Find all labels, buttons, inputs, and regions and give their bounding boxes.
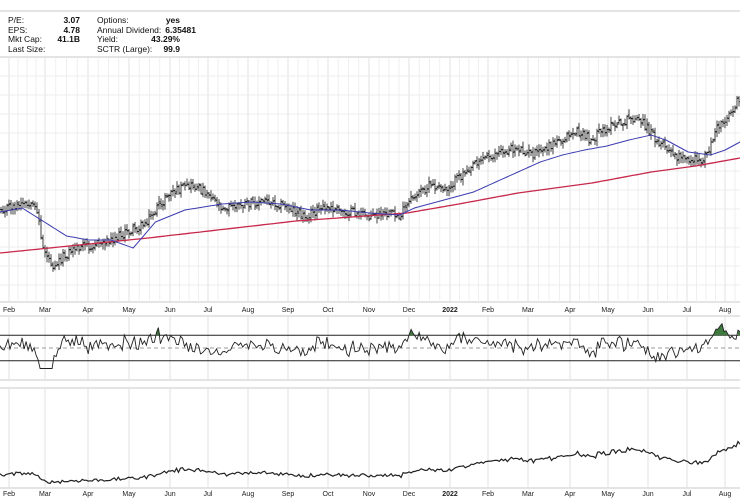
- x-tick-label: Oct: [323, 307, 334, 314]
- pe-value: 3.07: [63, 15, 80, 25]
- x-tick-label: Nov: [363, 307, 376, 314]
- options-value: yes: [165, 15, 180, 25]
- x-tick-label: Feb: [482, 491, 494, 498]
- x-tick-label: Mar: [522, 307, 535, 314]
- x-tick-label: Nov: [363, 491, 376, 498]
- x-tick-label: Jun: [642, 491, 653, 498]
- sctr-label: SCTR (Large):: [97, 43, 153, 54]
- ma-short-line: [0, 134, 740, 249]
- options-label: Options:: [97, 15, 129, 25]
- rsi-panel: [0, 322, 740, 369]
- sctr-value: 99.9: [163, 43, 180, 54]
- x-tick-label: Mar: [39, 307, 52, 314]
- x-tick-label: Jun: [642, 307, 653, 314]
- x-tick-label: Aug: [242, 491, 255, 498]
- yield-label: Yield:: [97, 34, 118, 45]
- lastsize-label: Last Size:: [8, 43, 46, 54]
- dividend-value: 6.35481: [165, 24, 196, 35]
- chart-grid: [0, 58, 740, 488]
- x-tick-label: Aug: [719, 491, 732, 498]
- x-tick-label: Apr: [565, 491, 577, 498]
- eps-value: 4.78: [63, 24, 80, 35]
- x-tick-label: Jul: [683, 491, 692, 498]
- x-tick-label: Jun: [164, 307, 175, 314]
- lower-indicator-line: [0, 440, 740, 485]
- x-tick-label: Sep: [282, 307, 295, 314]
- eps-label: EPS:: [8, 24, 28, 35]
- x-tick-label: Mar: [522, 491, 535, 498]
- x-tick-label: Mar: [39, 491, 52, 498]
- x-tick-label: Dec: [403, 307, 416, 314]
- x-tick-label: Feb: [3, 307, 15, 314]
- x-tick-label: Aug: [242, 307, 255, 314]
- stats-right: Options: yes Annual Dividend: 6.35481 Yiel…: [97, 15, 196, 54]
- pe-label: P/E:: [8, 15, 25, 25]
- price-bars: [0, 95, 740, 272]
- stats-left: P/E: 3.07 EPS: 4.78 Mkt Cap: 41.1B Last Siz…: [8, 15, 80, 54]
- mktcap-label: Mkt Cap:: [8, 34, 43, 45]
- x-tick-label: Aug: [719, 307, 732, 314]
- x-tick-label: May: [122, 307, 136, 314]
- x-tick-label: Jul: [204, 307, 213, 314]
- x-tick-label: Oct: [323, 491, 334, 498]
- x-tick-label: Apr: [83, 307, 95, 314]
- x-tick-label: Feb: [482, 307, 494, 314]
- x-tick-label: May: [601, 307, 615, 314]
- ma-long-line: [0, 157, 740, 254]
- price-panel: [0, 95, 740, 272]
- x-tick-label: Apr: [565, 307, 577, 314]
- x-tick-label: 2022: [442, 307, 458, 314]
- x-tick-label: 2022: [442, 491, 458, 498]
- x-tick-label: Dec: [403, 491, 416, 498]
- rsi-line: [0, 322, 740, 369]
- x-tick-label: May: [122, 491, 136, 498]
- yield-value: 43.29%: [151, 34, 180, 45]
- dividend-label: Annual Dividend:: [97, 24, 162, 35]
- x-tick-label: Jun: [164, 491, 175, 498]
- x-axis-ticks: Feb Feb Mar Mar Apr Apr May May Jun Jun Jul Jul Aug A…: [3, 307, 731, 498]
- mktcap-value: 41.1B: [57, 34, 80, 45]
- lower-indicator-panel: [0, 440, 740, 485]
- x-tick-label: Jul: [683, 307, 692, 314]
- x-tick-label: May: [601, 491, 615, 498]
- x-tick-label: Apr: [83, 491, 95, 498]
- x-tick-label: Jul: [204, 491, 213, 498]
- x-tick-label: Feb: [3, 491, 15, 498]
- x-tick-label: Sep: [282, 491, 295, 498]
